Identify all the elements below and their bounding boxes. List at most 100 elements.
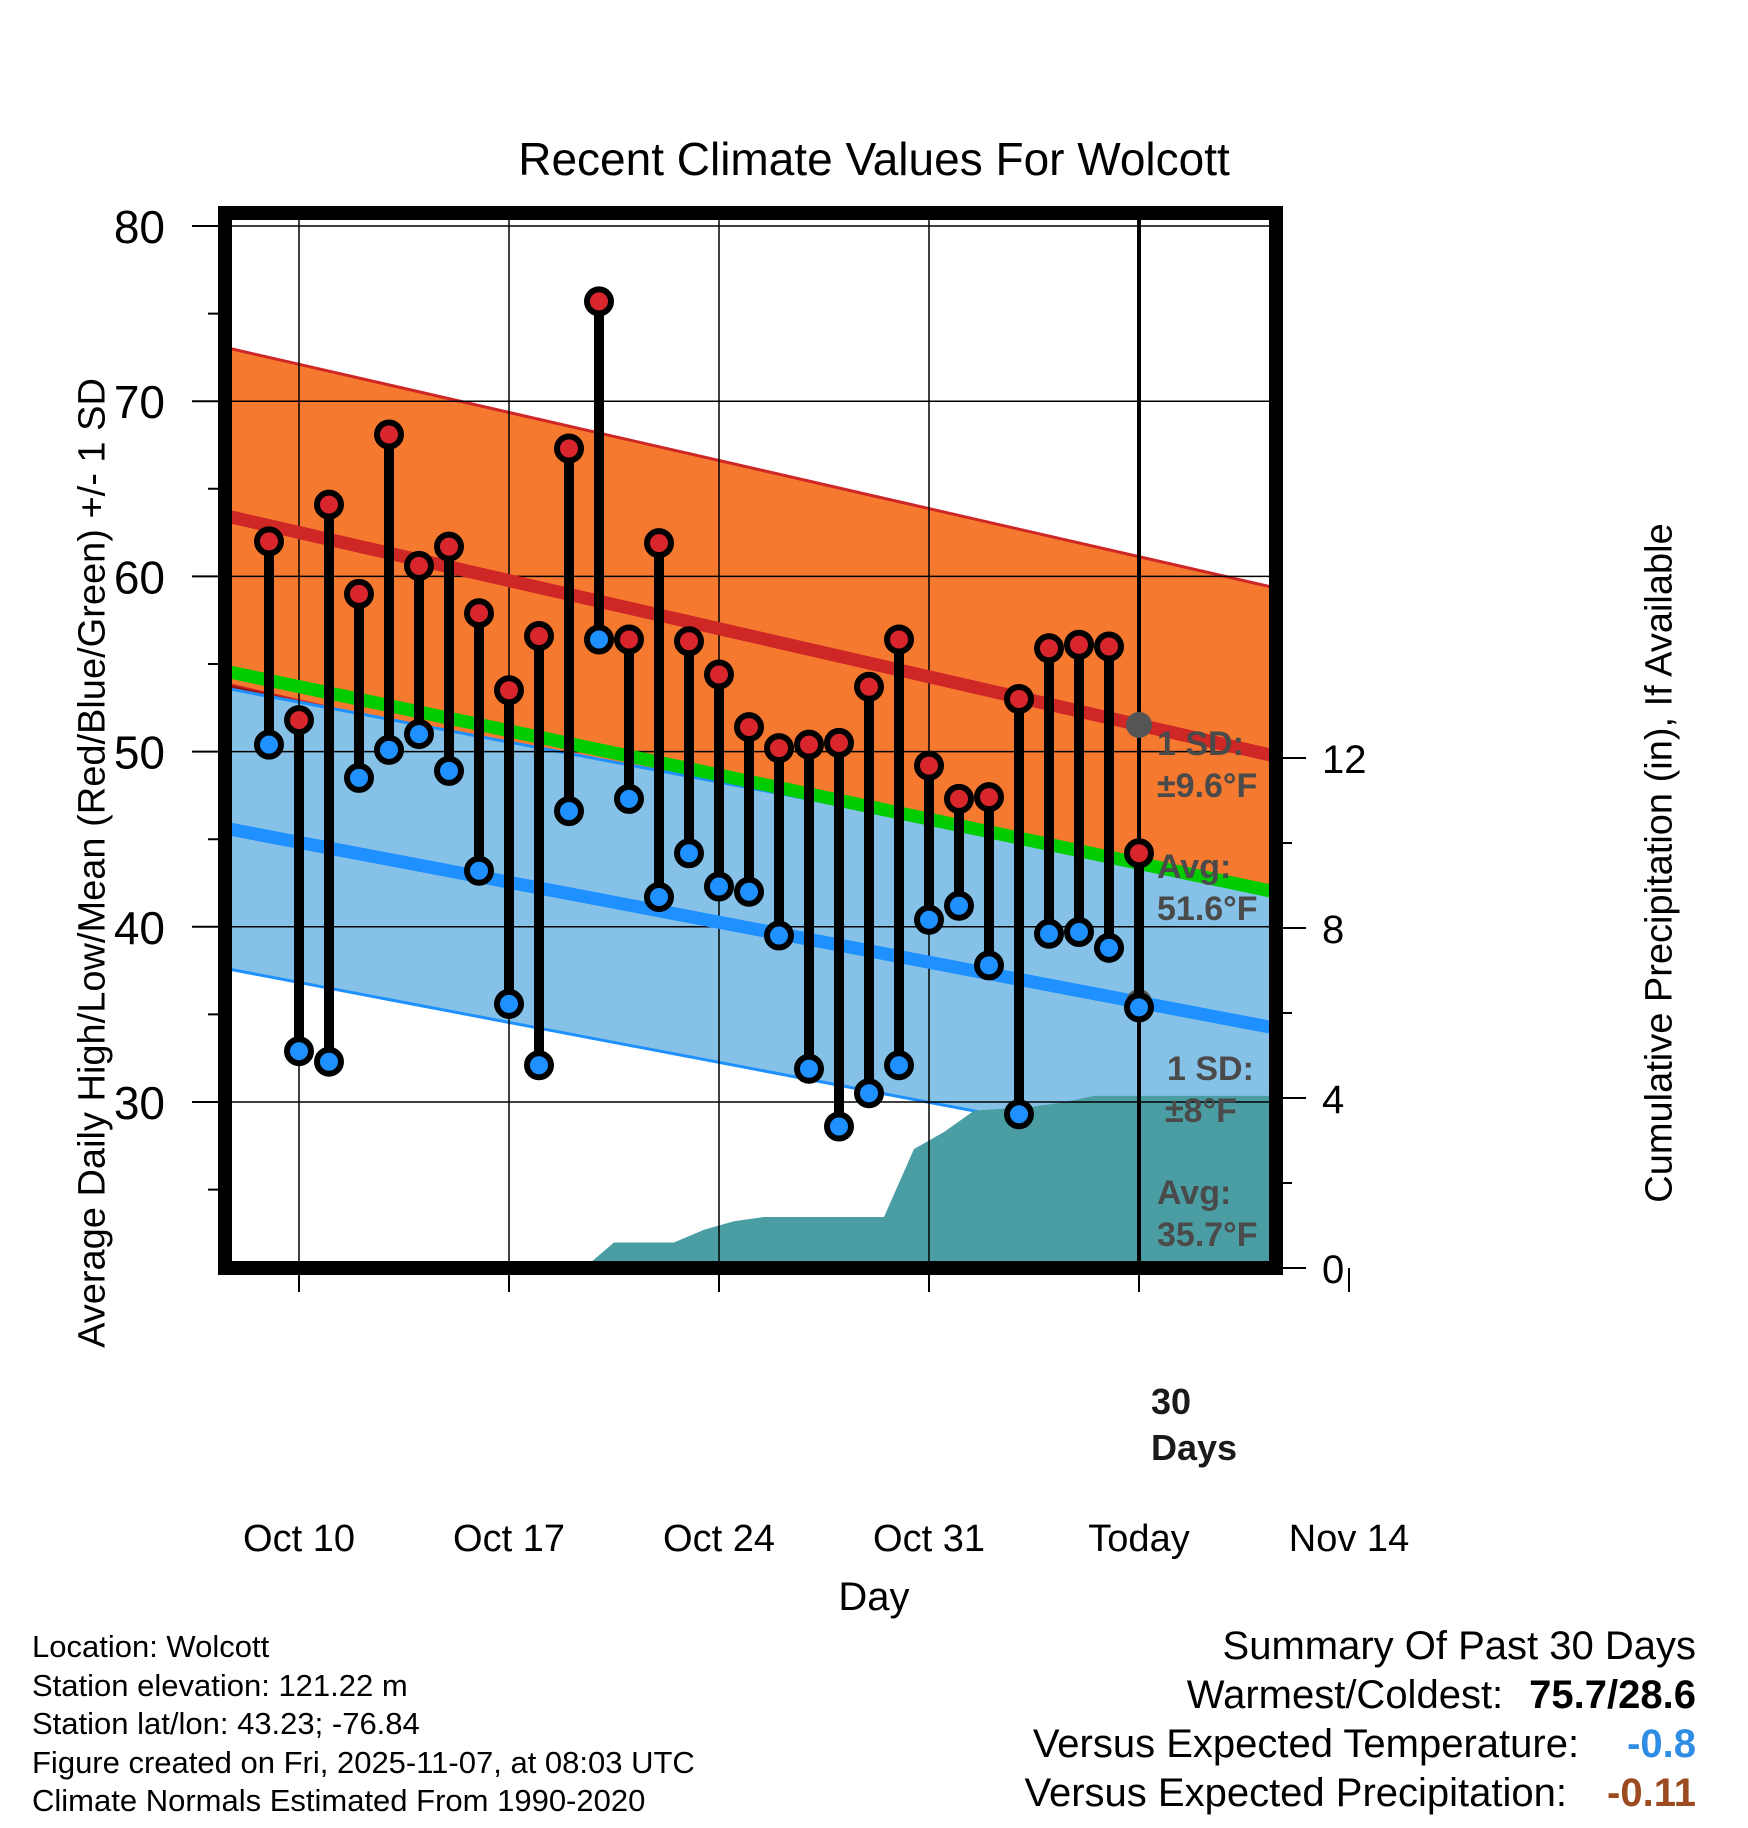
high-point-day-11	[314, 489, 344, 520]
daily-dots	[254, 286, 1154, 1142]
high-point-day-23	[674, 626, 704, 657]
y-tick-label-30: 30	[114, 1077, 165, 1129]
created-text: Figure created on Fri, 2025-11-07, at 08…	[32, 1744, 695, 1780]
plot-frame	[218, 206, 1283, 1275]
low-point-day-24	[704, 871, 734, 902]
low-point-day-20	[584, 624, 614, 655]
high-point-day-24	[704, 659, 734, 690]
y-tick-label-70: 70	[114, 376, 165, 428]
summary-precip-row: Versus Expected Precipitation: -0.11	[1025, 1769, 1697, 1818]
high-avg-label: Avg:	[1157, 848, 1231, 886]
y-tick-label-60: 60	[114, 551, 165, 603]
summary-heading: Summary Of Past 30 Days	[1222, 1624, 1696, 1668]
precip-area	[584, 1095, 1269, 1261]
low-point-day-31	[914, 904, 944, 935]
low-point-day-10	[284, 1036, 314, 1067]
high-point-day-17	[494, 675, 524, 706]
low-point-day-19	[554, 796, 584, 827]
high-point-day-21	[614, 624, 644, 655]
high-sd-label: 1 SD:	[1157, 725, 1244, 763]
low-point-day-33	[974, 950, 1004, 981]
plot-border	[218, 206, 1283, 1275]
low-point-day-17	[494, 988, 524, 1019]
y-tick-label-50: 50	[114, 727, 165, 779]
days-label: Days	[1151, 1427, 1237, 1468]
y-tick-label-40: 40	[114, 902, 165, 954]
low-point-day-36	[1064, 917, 1094, 948]
high-point-day-28	[824, 727, 854, 758]
high-point-day-30	[884, 624, 914, 655]
latlon-text: Station lat/lon: 43.23; -76.84	[32, 1706, 420, 1741]
yr-tick-label-8: 8	[1322, 908, 1344, 952]
low-avg-label: Avg:	[1157, 1174, 1231, 1212]
high-point-day-18	[524, 620, 554, 651]
summary-warmest-row: Warmest/Coldest: 75.7/28.6	[1025, 1671, 1696, 1720]
low-point-day-34	[1004, 1099, 1034, 1130]
elevation-text: Station elevation: 121.22 m	[32, 1667, 408, 1703]
high-point-day-26	[764, 733, 794, 764]
high-point-day-36	[1064, 629, 1094, 660]
low-point-day-9	[254, 729, 284, 760]
low-point-day-32	[944, 890, 974, 921]
low-point-day-30	[884, 1050, 914, 1081]
high-point-day-29	[854, 671, 884, 702]
y-axis-label-right: Cumulative Precipitation (in), If Availa…	[1638, 523, 1681, 1203]
high-point-day-22	[644, 528, 674, 559]
x-tick-label-31: Oct 31	[873, 1518, 985, 1560]
axis-ticks: 30 40 50 60 70 80 0 4 8 12 Oct 10 Oct 17 Oct 24 Oct 3…	[114, 201, 1409, 1560]
low-point-day-13	[374, 734, 404, 765]
low-point-day-15	[434, 755, 464, 786]
high-point-day-38	[1124, 838, 1154, 869]
high-point-day-27	[794, 729, 824, 760]
y-axis-label-left: Average Daily High/Low/Mean (Red/Blue/Gr…	[71, 378, 114, 1348]
high-point-day-35	[1034, 633, 1064, 664]
high-point-day-16	[464, 598, 494, 629]
warmest-label: Warmest/Coldest:	[1186, 1673, 1504, 1717]
low-point-day-23	[674, 838, 704, 869]
low-sd-value: ±8°F	[1165, 1092, 1237, 1130]
chart-title: Recent Climate Values For Wolcott	[518, 133, 1230, 185]
temp-value: -0.8	[1627, 1722, 1696, 1766]
high-sd-band-upper	[232, 347, 1269, 588]
normal-high-line	[232, 510, 1269, 762]
x-tick-label-24: Oct 24	[663, 1518, 775, 1560]
low-point-day-35	[1034, 918, 1064, 949]
normals-text: Climate Normals Estimated From 1990-2020	[32, 1783, 646, 1818]
x-tick-label-38: Today	[1088, 1518, 1189, 1560]
low-point-day-21	[614, 783, 644, 814]
low-point-day-37	[1094, 932, 1124, 963]
warmest-value: 75.7/28.6	[1529, 1673, 1696, 1717]
low-point-day-38	[1124, 992, 1154, 1023]
high-point-day-9	[254, 526, 284, 557]
low-avg-value: 35.7°F	[1157, 1216, 1258, 1254]
high-point-day-34	[1004, 684, 1034, 715]
y-tick-label-80: 80	[114, 201, 165, 253]
high-point-day-13	[374, 419, 404, 450]
low-point-day-25	[734, 876, 764, 907]
high-point-day-14	[404, 550, 434, 581]
yr-tick-label-4: 4	[1322, 1078, 1344, 1122]
precip-value: -0.11	[1607, 1771, 1696, 1815]
low-point-day-12	[344, 762, 374, 793]
high-point-day-12	[344, 578, 374, 609]
low-point-day-14	[404, 719, 434, 750]
today-high-avg-marker	[1126, 711, 1152, 738]
station-info: Location: Wolcott Station elevation: 121…	[32, 1628, 695, 1821]
location-text: Location: Wolcott	[32, 1629, 270, 1664]
high-point-day-25	[734, 712, 764, 743]
low-point-day-28	[824, 1111, 854, 1142]
annotations: 1 SD: ±9.6°F Avg: 51.6°F 1 SD: ±8°F Avg: 35.7°F…	[1151, 725, 1258, 1468]
high-point-day-32	[944, 783, 974, 814]
low-point-day-27	[794, 1053, 824, 1084]
x-tick-label-10: Oct 10	[243, 1518, 355, 1560]
high-point-day-33	[974, 782, 1004, 813]
low-point-day-26	[764, 920, 794, 951]
high-point-day-15	[434, 531, 464, 562]
x-axis-label: Day	[838, 1575, 910, 1619]
temp-label: Versus Expected Temperature:	[1032, 1722, 1580, 1766]
high-point-day-37	[1094, 631, 1124, 662]
low-point-day-16	[464, 855, 494, 886]
low-point-day-29	[854, 1078, 884, 1109]
low-point-day-11	[314, 1046, 344, 1077]
high-point-day-10	[284, 705, 314, 736]
